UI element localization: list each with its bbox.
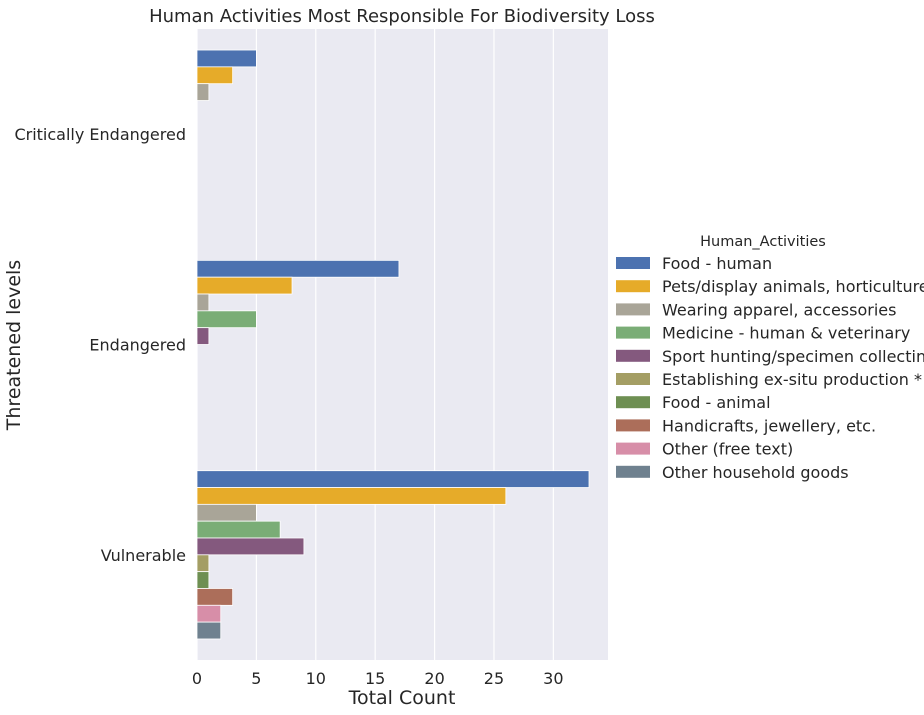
- legend-swatch: [616, 465, 650, 478]
- bar: [196, 49, 257, 68]
- chart-title: Human Activities Most Responsible For Bi…: [149, 6, 655, 27]
- legend-label: Food - animal: [662, 393, 771, 412]
- y-tick-label: Vulnerable: [101, 546, 186, 565]
- bar: [196, 588, 234, 606]
- bar: [196, 327, 210, 345]
- legend-label: Other (free text): [662, 440, 793, 459]
- legend-label: Handicrafts, jewellery, etc.: [662, 416, 876, 435]
- legend-swatch: [616, 373, 650, 385]
- bar: [196, 259, 400, 278]
- x-tick-label: 0: [192, 669, 202, 688]
- bars: [196, 49, 590, 640]
- legend-swatch: [616, 349, 650, 362]
- x-tick-label: 20: [424, 669, 444, 688]
- bar: [196, 487, 507, 505]
- legend-label: Pets/display animals, horticulture: [662, 277, 924, 296]
- bar: [196, 310, 257, 329]
- legend-title: Human_Activities: [700, 234, 826, 250]
- gridlines: [196, 29, 554, 660]
- legend-swatch: [616, 326, 650, 339]
- legend-label: Sport hunting/specimen collecting: [662, 347, 924, 366]
- plot-area: [197, 29, 608, 660]
- legend-swatch: [616, 442, 650, 455]
- legend-swatch: [616, 396, 650, 409]
- x-tick-label: 30: [543, 669, 563, 688]
- bar: [196, 503, 257, 522]
- legend-label: Food - human: [662, 254, 772, 273]
- x-tick-label: 15: [365, 669, 385, 688]
- bar: [196, 537, 305, 556]
- x-tick-labels: 0 5 10 15 20 25 30: [192, 669, 564, 688]
- bar: [196, 604, 222, 623]
- bar: [196, 554, 210, 573]
- bar: [196, 621, 222, 640]
- x-tick-label: 25: [484, 669, 504, 688]
- legend-swatch: [616, 419, 650, 432]
- bar: [196, 293, 210, 312]
- legend-label: Wearing apparel, accessories: [662, 300, 896, 319]
- y-tick-labels: Critically Endangered Endangered Vulnerabl…: [14, 125, 186, 565]
- x-tick-label: 10: [306, 669, 326, 688]
- bar: [196, 520, 281, 539]
- x-axis-label: Total Count: [348, 687, 456, 709]
- legend-swatch: [616, 257, 650, 269]
- bar: [196, 276, 293, 295]
- bar: [196, 66, 234, 85]
- legend-label: Medicine - human & veterinary: [662, 324, 910, 343]
- bar: [196, 470, 590, 488]
- legend: Human_Activities Food - human Pets/displa…: [616, 234, 924, 482]
- legend-label: Establishing ex-situ production *: [662, 370, 922, 389]
- legend-swatch: [616, 303, 650, 316]
- legend-label: Other household goods: [662, 463, 849, 482]
- y-tick-label: Critically Endangered: [14, 125, 186, 144]
- x-tick-label: 5: [251, 669, 261, 688]
- y-axis-label: Threatened levels: [3, 260, 25, 431]
- bar: [196, 571, 210, 589]
- legend-swatch: [616, 280, 650, 293]
- y-tick-label: Endangered: [89, 336, 186, 355]
- bar: [196, 83, 210, 101]
